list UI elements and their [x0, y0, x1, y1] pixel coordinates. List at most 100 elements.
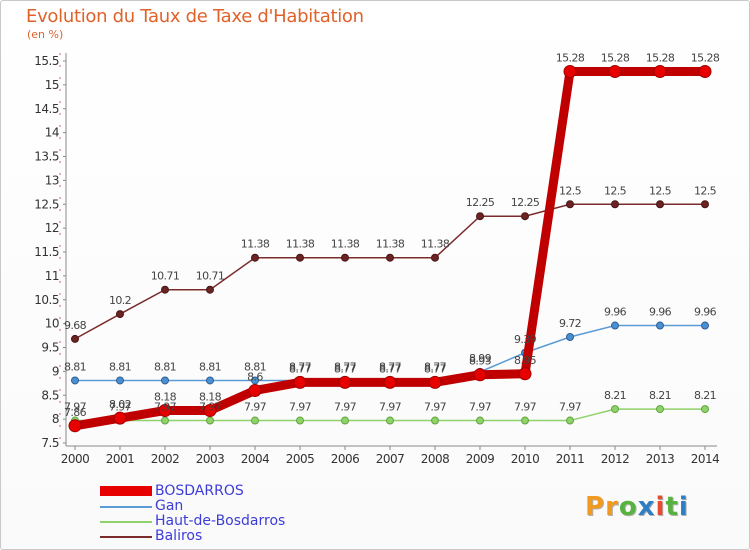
- data-label-baliros-2006: 11.38: [331, 238, 360, 251]
- data-label-baliros-2013: 12.5: [649, 184, 672, 197]
- chart-title: Evolution du Taux de Taxe d'Habitation: [26, 6, 364, 27]
- data-label-gan-2000: 8.81: [64, 360, 86, 373]
- point-bosdarros-2010: [518, 367, 532, 381]
- x-tick-label-7: 2007: [376, 452, 405, 466]
- x-tick-label-10: 2010: [511, 452, 540, 466]
- data-label-haut-de-bosdarros-2006: 7.97: [334, 401, 357, 414]
- data-label-baliros-2000: 9.68: [64, 319, 87, 332]
- data-label-baliros-2010: 12.25: [511, 196, 540, 209]
- point-haut-de-bosdarros-2014: [701, 405, 709, 414]
- data-label-baliros-2005: 11.38: [286, 238, 315, 251]
- point-haut-de-bosdarros-2006: [341, 416, 349, 425]
- legend-label-gan: Gan: [155, 498, 184, 514]
- legend-item-bosdarros: BOSDARROS: [100, 484, 360, 499]
- y-tick-label-10: 12.5: [34, 197, 59, 211]
- point-haut-de-bosdarros-2011: [566, 416, 574, 425]
- data-label-haut-de-bosdarros-2000: 7.97: [64, 401, 87, 414]
- point-bosdarros-2003: [203, 404, 217, 418]
- proxiti-logo: Proxiti: [585, 492, 689, 522]
- data-label-haut-de-bosdarros-2009: 7.97: [469, 401, 492, 414]
- y-tick-label-15: 15: [45, 78, 59, 92]
- logo-letter-2: o: [618, 492, 638, 522]
- point-baliros-2012: [611, 200, 619, 209]
- x-tick-label-5: 2005: [286, 452, 315, 466]
- data-label-haut-de-bosdarros-2004: 7.97: [244, 401, 267, 414]
- x-tick-label-14: 2014: [691, 452, 720, 466]
- data-label-baliros-2011: 12.5: [559, 184, 582, 197]
- data-label-haut-de-bosdarros-2005: 7.97: [289, 401, 312, 414]
- point-gan-2001: [116, 376, 124, 385]
- legend-swatch-bosdarros: [100, 486, 152, 496]
- point-baliros-2011: [566, 200, 574, 209]
- x-tick-label-3: 2003: [196, 452, 225, 466]
- data-label-gan-2002: 8.81: [154, 360, 176, 373]
- y-tick-label-8: 11.5: [34, 245, 59, 259]
- data-label-bosdarros-2000: 7.86: [64, 406, 87, 419]
- point-bosdarros-2012: [608, 65, 622, 79]
- point-haut-de-bosdarros-2003: [206, 416, 214, 425]
- data-label-bosdarros-2007: 8.77: [379, 362, 402, 375]
- point-bosdarros-2005: [293, 375, 307, 389]
- data-label-gan-2005: 8.77: [289, 360, 312, 373]
- point-baliros-2006: [341, 253, 349, 262]
- point-bosdarros-2006: [338, 375, 352, 389]
- data-label-baliros-2004: 11.38: [241, 238, 270, 251]
- point-bosdarros-2002: [158, 404, 172, 418]
- point-bosdarros-2013: [653, 65, 667, 79]
- x-tick-label-2: 2002: [151, 452, 180, 466]
- point-haut-de-bosdarros-2007: [386, 416, 394, 425]
- data-label-haut-de-bosdarros-2007: 7.97: [379, 401, 402, 414]
- x-tick-label-11: 2011: [556, 452, 585, 466]
- data-label-baliros-2009: 12.25: [466, 196, 495, 209]
- point-baliros-2004: [251, 253, 259, 262]
- point-bosdarros-2004: [248, 383, 262, 397]
- point-baliros-2002: [161, 285, 169, 294]
- point-gan-2002: [161, 376, 169, 385]
- x-tick-label-6: 2006: [331, 452, 360, 466]
- x-tick-label-9: 2009: [466, 452, 495, 466]
- data-label-gan-2014: 9.96: [694, 306, 717, 319]
- y-tick-label-5: 10: [45, 317, 59, 331]
- point-gan-2003: [206, 376, 214, 385]
- data-label-haut-de-bosdarros-2002: 7.97: [154, 401, 177, 414]
- data-label-gan-2004: 8.81: [244, 360, 266, 373]
- legend-swatch-gan: [100, 506, 152, 508]
- data-label-baliros-2014: 12.5: [694, 184, 717, 197]
- point-bosdarros-2011: [563, 65, 577, 79]
- data-label-gan-2010: 9.39: [514, 333, 537, 346]
- x-tick-label-13: 2013: [646, 452, 675, 466]
- data-label-bosdarros-2010: 8.95: [514, 354, 537, 367]
- point-haut-de-bosdarros-2005: [296, 416, 304, 425]
- logo-letter-0: P: [585, 492, 606, 522]
- point-haut-de-bosdarros-2013: [656, 405, 664, 414]
- point-baliros-2010: [521, 212, 529, 221]
- y-tick-label-3: 9: [52, 364, 59, 378]
- point-bosdarros-2008: [428, 375, 442, 389]
- y-tick-label-14: 14.5: [34, 102, 59, 116]
- point-gan-2004: [251, 376, 259, 385]
- legend-label-bosdarros: BOSDARROS: [155, 483, 244, 499]
- legend: BOSDARROS Gan Haut-de-Bosdarros Baliros: [100, 484, 360, 544]
- legend-item-gan: Gan: [100, 499, 360, 514]
- legend-swatch-baliros: [100, 536, 152, 538]
- data-label-haut-de-bosdarros-2013: 8.21: [649, 389, 671, 402]
- data-label-bosdarros-2001: 8.02: [109, 398, 131, 411]
- data-label-haut-de-bosdarros-2014: 8.21: [694, 389, 716, 402]
- x-tick-label-8: 2008: [421, 452, 450, 466]
- point-baliros-2000: [71, 334, 79, 343]
- data-label-gan-2009: 8.99: [469, 352, 492, 365]
- y-tick-label-13: 14: [45, 126, 59, 140]
- data-label-baliros-2008: 11.38: [421, 238, 450, 251]
- legend-label-baliros: Baliros: [155, 528, 203, 544]
- y-tick-label-9: 12: [45, 221, 59, 235]
- data-label-gan-2003: 8.81: [199, 360, 221, 373]
- data-label-gan-2008: 8.77: [424, 360, 447, 373]
- logo-letter-5: t: [665, 492, 679, 522]
- y-tick-label-11: 13: [45, 173, 59, 187]
- data-label-gan-2012: 9.96: [604, 306, 627, 319]
- point-bosdarros-2014: [698, 65, 712, 79]
- y-tick-label-12: 13.5: [34, 150, 59, 164]
- data-label-bosdarros-2014: 15.28: [691, 52, 720, 65]
